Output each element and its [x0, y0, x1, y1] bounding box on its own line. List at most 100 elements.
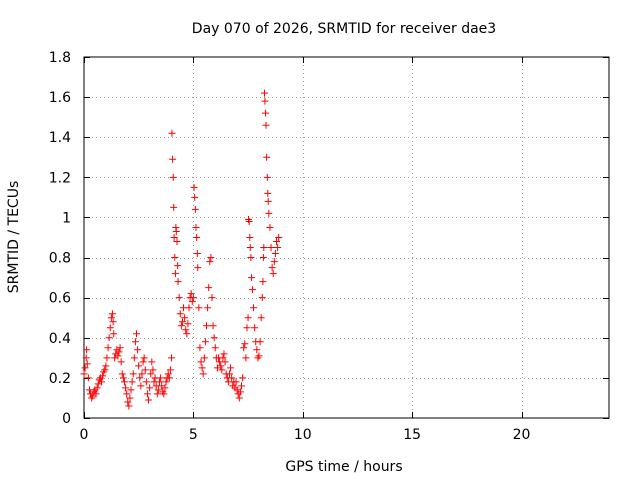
data-point	[123, 390, 131, 398]
data-point	[199, 370, 207, 378]
data-point	[247, 254, 255, 262]
data-point	[183, 330, 191, 338]
data-point	[271, 250, 279, 258]
data-point	[211, 344, 219, 352]
data-point	[155, 378, 163, 386]
data-point	[268, 264, 276, 272]
data-point	[232, 378, 240, 386]
plot-frame	[83, 56, 610, 419]
data-point	[80, 370, 88, 378]
data-point	[139, 358, 147, 366]
data-point	[220, 350, 228, 358]
x-axis-label: GPS time / hours	[285, 459, 402, 475]
data-point	[149, 366, 157, 374]
y-tick-label: 1.2	[49, 170, 71, 186]
data-point	[106, 324, 114, 332]
data-point	[190, 183, 198, 191]
x-tick-label: 15	[403, 427, 421, 443]
data-point	[157, 374, 165, 382]
data-point	[236, 388, 244, 396]
data-point	[137, 382, 145, 390]
data-point	[225, 370, 233, 378]
data-point	[166, 366, 174, 374]
data-point	[238, 382, 245, 390]
y-tick-label: 1.6	[49, 90, 71, 106]
data-point	[227, 364, 235, 372]
data-point	[171, 270, 179, 278]
data-point	[164, 370, 172, 378]
data-point	[217, 362, 225, 370]
data-point	[228, 374, 236, 382]
data-point	[83, 346, 91, 354]
data-point	[258, 294, 266, 302]
data-point	[93, 384, 101, 392]
data-point	[246, 244, 254, 252]
data-point	[192, 223, 200, 231]
data-point	[185, 304, 193, 312]
data-point	[101, 366, 109, 374]
data-point	[218, 366, 226, 374]
y-tick-label: 1.4	[49, 130, 71, 146]
y-tick-label: 0.6	[49, 291, 71, 307]
data-point	[169, 173, 177, 181]
data-point	[168, 129, 176, 137]
data-point	[260, 89, 268, 97]
data-point	[142, 378, 150, 386]
data-point	[128, 378, 136, 386]
data-point	[205, 284, 213, 292]
data-point	[169, 155, 177, 163]
data-point	[178, 318, 186, 326]
data-point	[196, 344, 204, 352]
data-point	[264, 197, 272, 205]
data-point	[148, 358, 156, 366]
data-point	[261, 97, 269, 105]
data-point	[269, 270, 277, 278]
data-point	[263, 153, 271, 161]
data-point	[171, 254, 179, 262]
data-point	[253, 346, 261, 354]
data-point	[98, 378, 105, 386]
data-point	[265, 209, 273, 217]
data-point	[114, 352, 122, 360]
y-tick-label: 0.8	[49, 251, 71, 267]
x-tick-label: 20	[513, 427, 531, 443]
data-point	[161, 384, 169, 392]
data-point	[245, 217, 253, 225]
data-point	[194, 264, 202, 272]
data-point	[83, 360, 91, 368]
data-point	[103, 354, 111, 362]
data-point	[107, 314, 115, 322]
x-tick-label: 5	[189, 427, 198, 443]
data-point	[181, 314, 189, 322]
data-point	[275, 234, 283, 241]
data-point	[262, 109, 270, 117]
data-point	[203, 322, 210, 330]
data-point	[243, 324, 251, 332]
data-point	[246, 234, 254, 241]
data-point	[130, 354, 138, 362]
data-point	[251, 324, 259, 332]
data-point	[119, 374, 127, 382]
data-point	[173, 238, 181, 246]
data-point	[174, 278, 182, 286]
data-point	[172, 227, 180, 235]
data-point	[187, 290, 195, 298]
data-point	[104, 344, 112, 352]
data-point	[201, 338, 209, 346]
data-point	[206, 258, 214, 266]
chart-title: Day 070 of 2026, SRMTID for receiver dae…	[192, 21, 496, 37]
data-point	[241, 340, 249, 348]
data-point	[262, 121, 270, 129]
data-point	[116, 344, 124, 352]
data-point	[177, 322, 185, 330]
data-point	[255, 352, 263, 360]
data-point	[189, 294, 197, 302]
data-point	[182, 326, 190, 334]
data-point	[175, 294, 183, 302]
data-point	[235, 394, 243, 402]
data-point	[131, 338, 139, 346]
data-point	[138, 370, 146, 378]
data-point	[248, 286, 256, 294]
